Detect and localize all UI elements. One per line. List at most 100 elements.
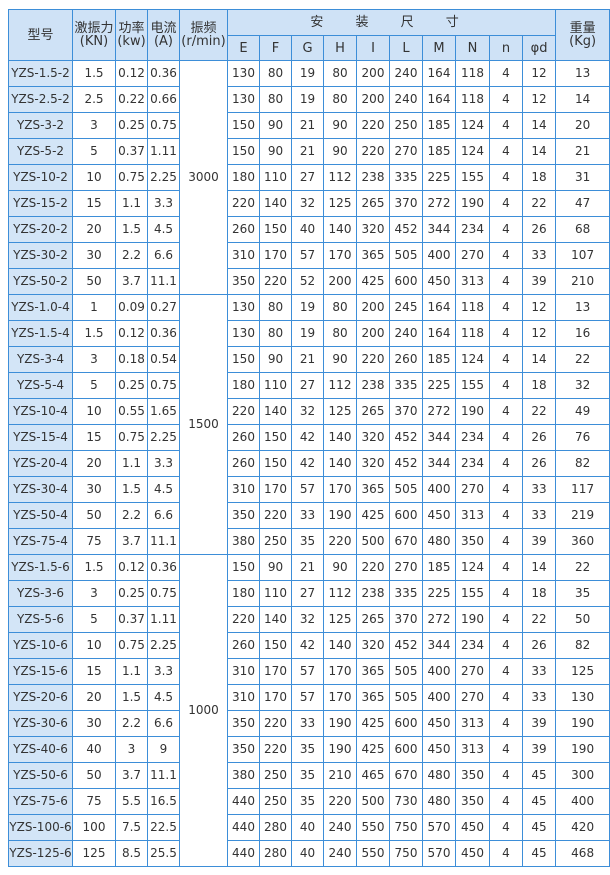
value-cell: 452	[389, 216, 423, 243]
value-cell: 190	[323, 710, 357, 737]
value-cell: 0.36	[147, 60, 180, 87]
table-row: YZS-15-4 15 0.75 2.25 260 150 42 140 320 452 344 23…	[8, 424, 610, 451]
value-cell: 14	[555, 86, 610, 113]
value-cell: 344	[422, 632, 456, 659]
value-cell: 150	[227, 138, 260, 165]
header-dim-2: G	[291, 35, 324, 61]
table-row: YZS-5-2 5 0.37 1.11 150 90 21 90 220 270 185 124 4 14…	[8, 138, 610, 165]
value-cell: 35	[291, 762, 324, 789]
value-cell: 335	[389, 372, 423, 399]
value-cell: 19	[291, 294, 324, 321]
value-cell: 240	[323, 814, 357, 841]
value-cell: 4	[489, 164, 523, 191]
value-cell: 170	[323, 476, 357, 503]
header-dim-6: M	[422, 35, 456, 61]
value-cell: 140	[323, 216, 357, 243]
value-cell: 107	[555, 242, 610, 269]
value-cell: 125	[555, 658, 610, 685]
value-cell: 45	[521, 762, 557, 789]
header-force: 激振力 (KN)	[72, 9, 116, 61]
value-cell: 425	[356, 268, 390, 295]
value-cell: 5	[72, 606, 116, 633]
value-cell: 3.7	[115, 762, 148, 789]
value-cell: 185	[422, 112, 456, 139]
value-cell: 80	[259, 320, 292, 347]
value-cell: 22	[521, 190, 557, 217]
value-cell: 33	[521, 502, 557, 529]
model-cell: YZS-15-6	[8, 658, 73, 685]
table-row: YZS-40-6 40 3 9 350 220 35 190 425 600 450 313 4 39 19…	[8, 736, 610, 763]
value-cell: 27	[291, 372, 324, 399]
value-cell: 420	[555, 814, 610, 841]
value-cell: 170	[323, 242, 357, 269]
header-current: 电流 (A)	[147, 9, 180, 61]
value-cell: 200	[323, 268, 357, 295]
value-cell: 150	[227, 346, 260, 373]
value-cell: 3.7	[115, 528, 148, 555]
value-cell: 170	[259, 476, 292, 503]
value-cell: 150	[227, 554, 260, 581]
value-cell: 12	[521, 60, 557, 87]
table-row: YZS-1.5-2 1.5 0.12 0.36 3000 130 80 19 80 200 240 1…	[8, 60, 610, 295]
value-cell: 11.1	[147, 762, 180, 789]
table-row: YZS-10-6 10 0.75 2.25 260 150 42 140 320 452 344 23…	[8, 632, 610, 659]
value-cell: 4	[489, 216, 523, 243]
value-cell: 220	[323, 528, 357, 555]
value-cell: 6.6	[147, 710, 180, 737]
value-cell: 118	[455, 60, 490, 87]
value-cell: 112	[323, 580, 357, 607]
value-cell: 57	[291, 658, 324, 685]
model-cell: YZS-10-6	[8, 632, 73, 659]
value-cell: 155	[455, 164, 490, 191]
value-cell: 0.12	[115, 60, 148, 87]
value-cell: 170	[259, 242, 292, 269]
value-cell: 1.1	[115, 658, 148, 685]
table-row: YZS-1.0-4 1 0.09 0.27 1500 130 80 19 80 200 245 164…	[8, 294, 610, 555]
value-cell: 505	[389, 242, 423, 269]
value-cell: 130	[227, 294, 260, 321]
value-cell: 10	[72, 632, 116, 659]
value-cell: 140	[323, 632, 357, 659]
value-cell: 234	[455, 450, 490, 477]
model-cell: YZS-20-6	[8, 684, 73, 711]
model-cell: YZS-1.5-2	[8, 60, 73, 87]
value-cell: 124	[455, 554, 490, 581]
value-cell: 270	[455, 684, 490, 711]
value-cell: 4	[489, 346, 523, 373]
value-cell: 110	[259, 164, 292, 191]
value-cell: 2.2	[115, 502, 148, 529]
header-model: 型号	[8, 9, 73, 61]
value-cell: 190	[455, 606, 490, 633]
value-cell: 505	[389, 684, 423, 711]
model-cell: YZS-20-4	[8, 450, 73, 477]
value-cell: 270	[389, 554, 423, 581]
value-cell: 350	[227, 268, 260, 295]
value-cell: 272	[422, 606, 456, 633]
model-cell: YZS-5-4	[8, 372, 73, 399]
value-cell: 42	[291, 424, 324, 451]
model-cell: YZS-20-2	[8, 216, 73, 243]
header-dim-7: N	[455, 35, 490, 61]
model-cell: YZS-30-4	[8, 476, 73, 503]
value-cell: 0.75	[115, 164, 148, 191]
value-cell: 600	[389, 502, 423, 529]
value-cell: 0.36	[147, 320, 180, 347]
value-cell: 4	[489, 242, 523, 269]
value-cell: 3	[72, 112, 116, 139]
value-cell: 12	[521, 294, 557, 321]
value-cell: 190	[323, 736, 357, 763]
table-row: YZS-15-6 15 1.1 3.3 310 170 57 170 365 505 400 270 4…	[8, 658, 610, 685]
value-cell: 550	[356, 840, 390, 867]
value-cell: 750	[389, 814, 423, 841]
value-cell: 4	[489, 554, 523, 581]
value-cell: 260	[227, 450, 260, 477]
value-cell: 12	[521, 320, 557, 347]
model-cell: YZS-10-4	[8, 398, 73, 425]
value-cell: 0.25	[115, 580, 148, 607]
value-cell: 9	[147, 736, 180, 763]
value-cell: 4	[489, 606, 523, 633]
value-cell: 155	[455, 580, 490, 607]
value-cell: 0.25	[115, 112, 148, 139]
value-cell: 452	[389, 450, 423, 477]
value-cell: 80	[323, 60, 357, 87]
